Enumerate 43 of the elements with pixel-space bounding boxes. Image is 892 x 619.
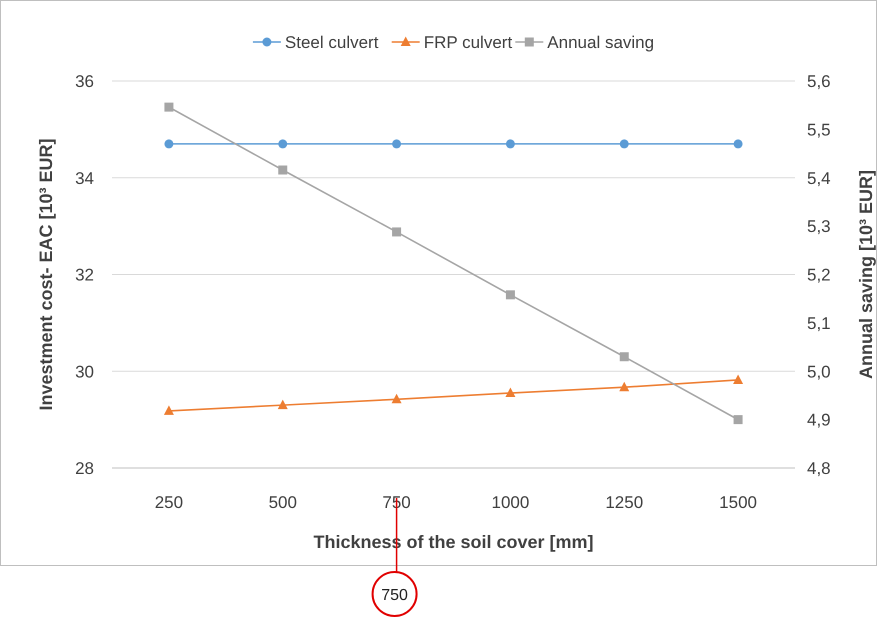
y2-tick-label: 5,1 [807, 314, 831, 333]
legend-label: FRP culvert [424, 33, 512, 52]
point [505, 388, 516, 398]
y2-tick-label: 5,4 [807, 168, 831, 188]
x-tick-label: 1000 [492, 493, 530, 512]
y2-axis-title: Annual saving [10³ EUR] [856, 170, 876, 380]
x-tick-label: 500 [268, 493, 297, 512]
y-tick-label: 30 [75, 362, 94, 382]
y2-tick-label: 4,8 [807, 459, 831, 478]
point [620, 139, 629, 148]
y-tick-label: 28 [75, 459, 94, 478]
y2-tick-label: 5,5 [807, 120, 831, 140]
point [278, 139, 288, 148]
x-tick-label: 1500 [719, 493, 757, 512]
point [164, 139, 174, 148]
point [734, 139, 743, 148]
point [733, 374, 744, 384]
point [734, 415, 743, 424]
point [392, 227, 402, 236]
y2-tick-label: 4,9 [807, 410, 831, 430]
point [392, 139, 402, 148]
legend-label: Steel culvert [284, 33, 379, 52]
legend-label: Annual saving [547, 33, 654, 52]
y2-tick-label: 5,6 [807, 72, 831, 91]
y2-tick-label: 5,2 [807, 266, 831, 284]
x-tick-label: 1250 [605, 493, 644, 512]
point [506, 139, 515, 148]
point [619, 382, 630, 392]
y-tick-label: 36 [75, 72, 94, 91]
point [392, 394, 402, 404]
point [620, 352, 629, 362]
point [164, 102, 174, 112]
y2-tick-label: 5,3 [807, 217, 831, 236]
point [506, 290, 515, 300]
y2-tick-label: 5,0 [807, 362, 831, 382]
point [278, 400, 288, 410]
y-tick-label: 32 [75, 266, 94, 284]
annotation: 750 [381, 587, 408, 604]
point [278, 166, 288, 175]
x-tick-label: 250 [154, 493, 184, 512]
y-axis-title: Investment cost- EAC [10³ EUR] [36, 138, 56, 411]
point [164, 405, 174, 415]
y-tick-label: 34 [75, 168, 94, 188]
